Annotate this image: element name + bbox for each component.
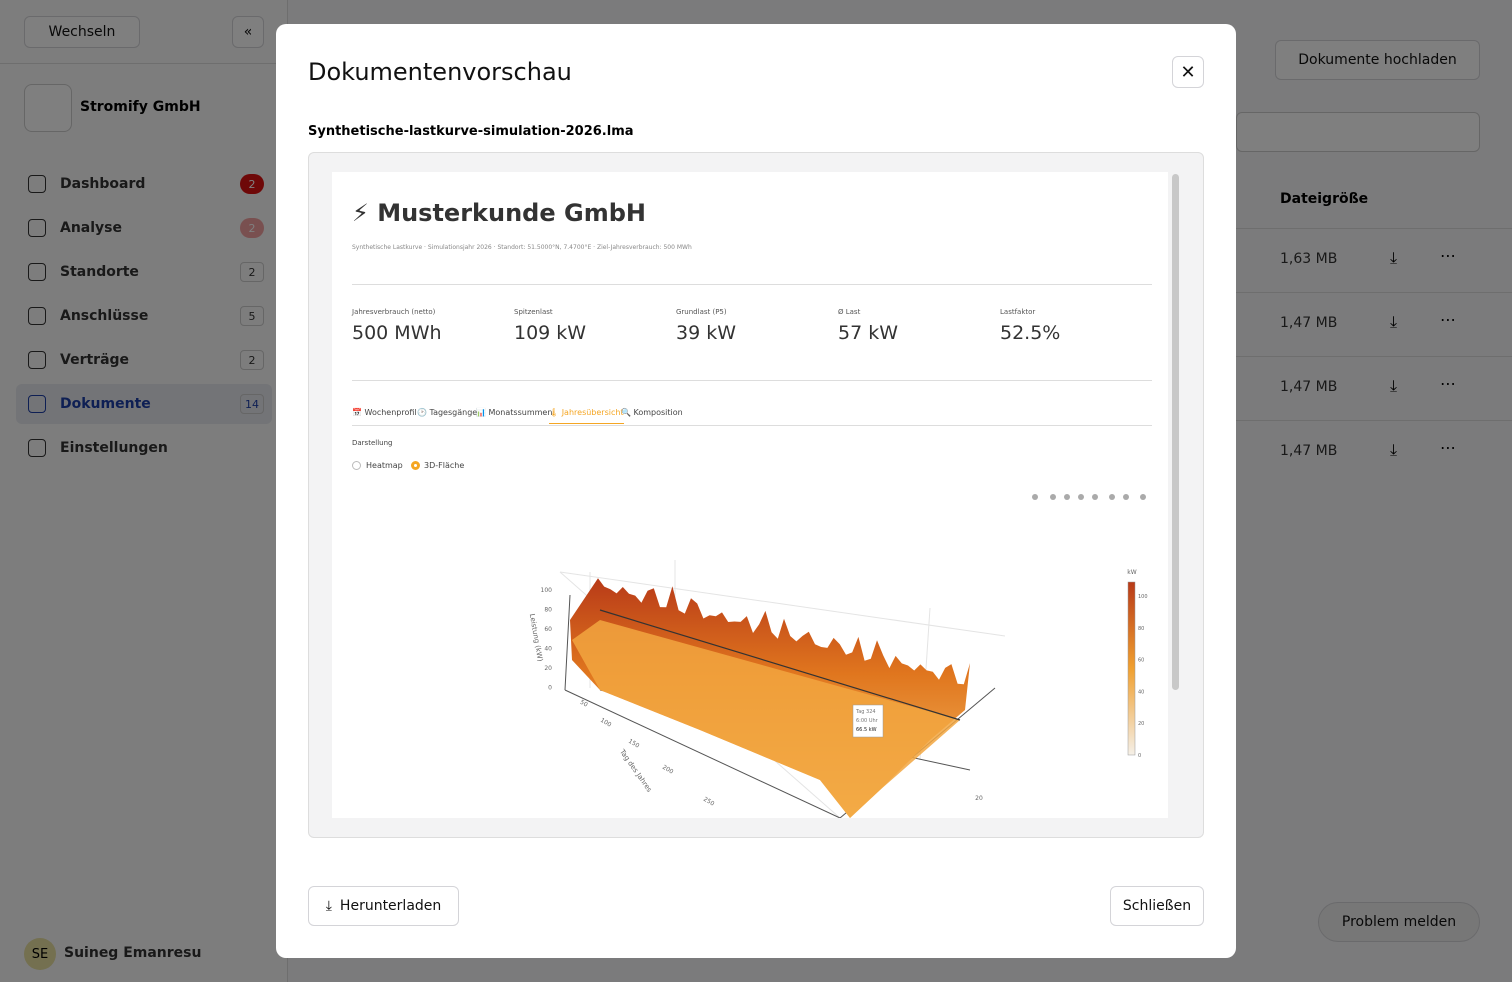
tab[interactable]: 🌡 Jahresübersicht (549, 408, 624, 424)
kpi-value: 57 kW (838, 322, 899, 344)
surface-front (572, 620, 960, 818)
radio-label[interactable]: Heatmap (366, 461, 403, 470)
hour-tick-label: 20 (975, 795, 983, 802)
kpi-value: 500 MWh (352, 322, 442, 344)
day-tick-label: 150 (627, 738, 641, 750)
colorbar-title: kW (1127, 569, 1136, 576)
day-tick-label: 250 (702, 796, 716, 808)
z-tick-label: 60 (544, 626, 552, 633)
doc-title: ⚡ Musterkunde GmbH (352, 199, 646, 227)
kpi-value: 52.5% (1000, 322, 1061, 344)
radio-selected[interactable] (411, 461, 420, 470)
colorbar-tick-label: 80 (1138, 626, 1144, 632)
modal-title: Dokumentenvorschau (308, 58, 572, 86)
close-icon[interactable]: ✕ (1172, 56, 1204, 88)
kpi-label: Lastfaktor (1000, 308, 1036, 316)
divider (352, 284, 1152, 285)
tab[interactable]: 🔍 Komposition (621, 408, 683, 417)
tooltip-line: 6:00 Uhr (856, 718, 879, 724)
z-tick-label: 20 (544, 665, 552, 672)
radio[interactable] (352, 461, 361, 470)
tab[interactable]: 📊 Monatssummen (476, 408, 553, 417)
close-button[interactable]: Schließen (1110, 886, 1204, 926)
z-tick-label: 40 (544, 646, 552, 653)
z-tick-label: 80 (544, 607, 552, 614)
kpi-label: Jahresverbrauch (netto) (352, 308, 436, 316)
colorbar-tick-label: 40 (1138, 689, 1144, 695)
day-axis-title: Tag des Jahres (617, 747, 653, 794)
day-tick-label: 100 (599, 717, 613, 729)
axes (564, 594, 996, 818)
z-tick-label: 0 (548, 685, 552, 692)
colorbar (1127, 581, 1136, 756)
download-button[interactable]: ⤓ Herunterladen (308, 886, 459, 926)
day-tick-label: 200 (661, 764, 675, 776)
kpi-value: 39 kW (676, 322, 737, 344)
kpi-value: 109 kW (514, 322, 587, 344)
day-tick-label: 50 (579, 699, 589, 709)
scrollbar[interactable] (1172, 174, 1179, 690)
divider (352, 380, 1152, 381)
tab-divider (352, 425, 1152, 426)
z-axis-title: Leistung (kW) (528, 613, 544, 662)
ridge-line (599, 609, 961, 721)
doc-subtitle: Synthetische Lastkurve · Simulationsjahr… (352, 244, 692, 251)
colorbar-tick-label: 20 (1138, 721, 1144, 727)
radio-label[interactable]: 3D-Fläche (424, 461, 465, 470)
filename: Synthetische-lastkurve-simulation-2026.l… (308, 124, 634, 139)
tooltip-line: Tag 324 (855, 709, 876, 715)
colorbar-tick-label: 60 (1138, 658, 1144, 664)
label: Herunterladen (339, 898, 442, 914)
display-label: Darstellung (352, 439, 393, 447)
colorbar-tick-label: 100 (1138, 594, 1148, 600)
z-tick-label: 100 (541, 587, 553, 594)
tooltip (852, 704, 884, 738)
label: Schließen (1122, 898, 1192, 914)
colorbar-tick-label: 0 (1138, 753, 1141, 759)
tooltip-line: 66.5 kW (856, 727, 877, 733)
kpi-label: Grundlast (P5) (676, 308, 727, 316)
kpi-label: Spitzenlast (514, 308, 553, 316)
tab[interactable]: 🕑 Tagesgänge (417, 408, 478, 417)
tab[interactable]: 📅 Wochenprofil (352, 408, 417, 417)
plot-toolbar[interactable] (1032, 494, 1146, 500)
kpi-label: Ø Last (838, 308, 861, 316)
